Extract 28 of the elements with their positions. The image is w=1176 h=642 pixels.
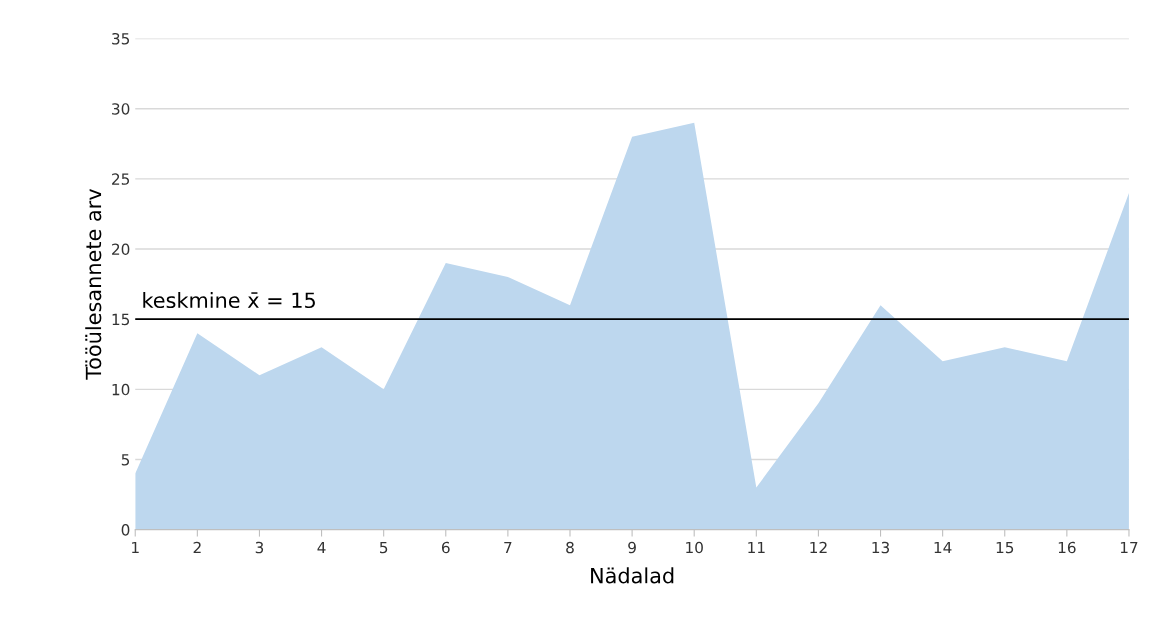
y-tick-label: 20 (112, 243, 130, 256)
x-tick-label: 2 (193, 541, 201, 554)
x-tick-label: 1 (132, 541, 139, 554)
y-tick-label: 15 (112, 313, 130, 326)
x-tick-label: 12 (810, 541, 827, 554)
y-tick-label: 0 (121, 524, 130, 536)
x-tick-label: 7 (504, 541, 512, 554)
x-tick-label: 16 (1058, 541, 1076, 554)
y-tick-label: 5 (121, 454, 130, 466)
x-axis-title: Nädalad (591, 567, 674, 584)
x-tick-label: 8 (566, 541, 574, 554)
x-tick-label: 14 (934, 541, 952, 554)
x-tick-label: 10 (686, 541, 703, 554)
x-tick-label: 6 (441, 541, 450, 554)
y-tick-label: 10 (112, 383, 130, 396)
y-tick-label: 30 (112, 103, 130, 115)
y-tick-label: 25 (112, 173, 130, 185)
y-tick-label: 35 (112, 32, 130, 45)
x-tick-label: 3 (255, 541, 264, 554)
x-tick-label: 4 (317, 541, 326, 554)
x-tick-label: 13 (872, 541, 890, 554)
y-axis-title: Tööülesannete arv (85, 189, 102, 380)
x-tick-label: 11 (748, 541, 765, 554)
ref-line-label: keskmine x̄ = 15 (143, 291, 315, 309)
x-tick-label: 15 (996, 541, 1014, 554)
x-tick-label: 5 (379, 541, 388, 554)
x-tick-label: 9 (628, 541, 636, 554)
x-tick-label: 17 (1120, 541, 1138, 554)
